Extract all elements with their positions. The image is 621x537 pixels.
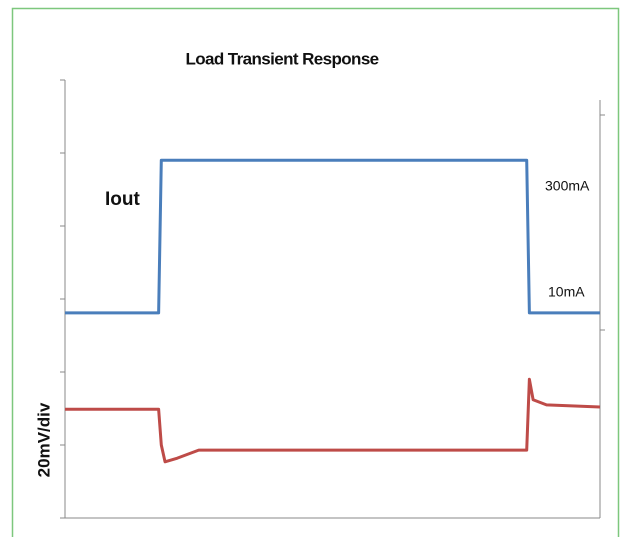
frame bbox=[11, 7, 620, 537]
series-line bbox=[65, 377, 601, 464]
annotation: 10mA bbox=[548, 284, 585, 300]
annotation: 300mA bbox=[545, 178, 590, 194]
chart-title: Load Transient Response bbox=[185, 49, 378, 68]
y-axis-label: 20mV/div bbox=[34, 402, 53, 477]
series-line bbox=[65, 158, 600, 315]
legend-label: Iout bbox=[105, 189, 140, 210]
